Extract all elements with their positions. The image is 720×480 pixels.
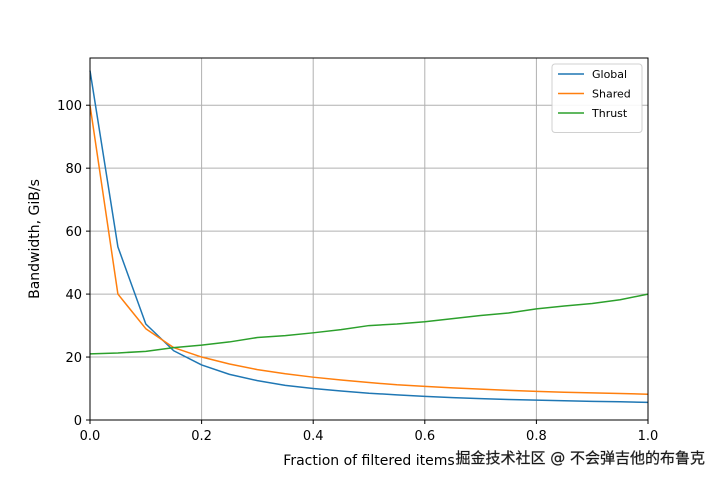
legend-label-shared: Shared	[592, 88, 631, 101]
x-tick-label: 0.8	[526, 429, 547, 444]
y-tick-label: 80	[65, 162, 82, 177]
x-tick-label: 0.6	[414, 429, 435, 444]
legend: Global Shared Thrust	[551, 63, 643, 133]
x-tick-label: 0.0	[80, 429, 101, 444]
plot-frame	[89, 57, 649, 421]
y-tick-label: 100	[57, 99, 82, 114]
series-line-shared	[89, 105, 649, 395]
y-tick-label: 0	[74, 414, 82, 429]
y-tick-label: 40	[65, 288, 82, 303]
legend-label-global: Global	[592, 68, 627, 81]
series-line-thrust	[89, 293, 649, 355]
x-tick-label: 0.2	[191, 429, 212, 444]
grid	[89, 58, 649, 421]
x-tick-label: 1.0	[638, 429, 659, 444]
series-lines	[89, 70, 649, 404]
legend-box	[551, 63, 643, 133]
series-line-global	[89, 70, 649, 404]
axis-ticks: 0.0 0.2 0.4 0.6 0.8 1.0 0 20 40 60 80 100	[57, 99, 658, 444]
legend-label-thrust: Thrust	[591, 107, 628, 120]
x-tick-label: 0.4	[303, 429, 324, 444]
y-tick-label: 60	[65, 225, 82, 240]
y-axis-label: Bandwidth, GiB/s	[27, 179, 43, 299]
watermark-text: 掘金技术社区 @ 不会弹吉他的布鲁克	[455, 449, 705, 467]
x-axis-label: Fraction of filtered items	[283, 453, 454, 469]
y-tick-label: 20	[65, 351, 82, 366]
